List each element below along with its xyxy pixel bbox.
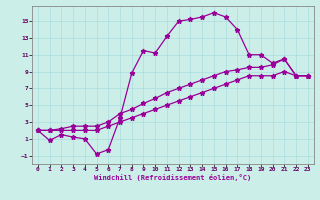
X-axis label: Windchill (Refroidissement éolien,°C): Windchill (Refroidissement éolien,°C) [94, 174, 252, 181]
